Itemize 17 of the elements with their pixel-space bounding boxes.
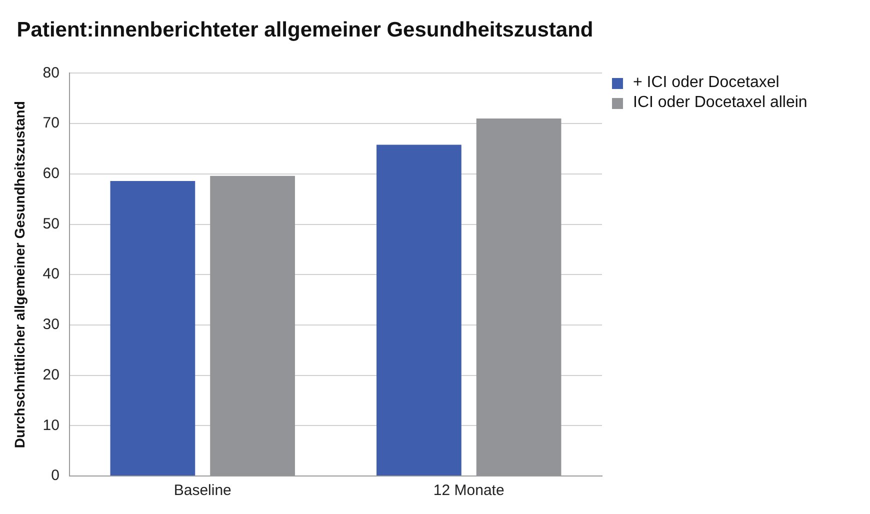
y-tick-label: 10 bbox=[42, 416, 60, 434]
y-tick-label: 30 bbox=[42, 316, 60, 334]
y-tick-label: 40 bbox=[42, 266, 60, 283]
legend-label: + ICI oder Docetaxel bbox=[633, 74, 780, 92]
x-tick-label: Baseline bbox=[174, 482, 232, 500]
x-tick-label: 12 Monate bbox=[433, 482, 504, 500]
chart-title: Patient:innenberichteter allgemeiner Gesundheitszustand bbox=[16, 18, 594, 42]
y-tick-label: 80 bbox=[42, 64, 60, 82]
bar bbox=[110, 180, 196, 476]
y-tick-label: 70 bbox=[42, 114, 60, 132]
y-tick-label: 20 bbox=[42, 366, 60, 384]
y-tick-label: 0 bbox=[51, 467, 60, 484]
y-tick-label: 60 bbox=[42, 165, 60, 182]
legend-label: ICI oder Docetaxel allein bbox=[633, 94, 808, 112]
y-axis-title: Durchschnittlicher allgemeiner Gesundheitszustand bbox=[11, 101, 28, 448]
y-tick-label: 50 bbox=[42, 215, 60, 232]
bar bbox=[376, 144, 462, 476]
